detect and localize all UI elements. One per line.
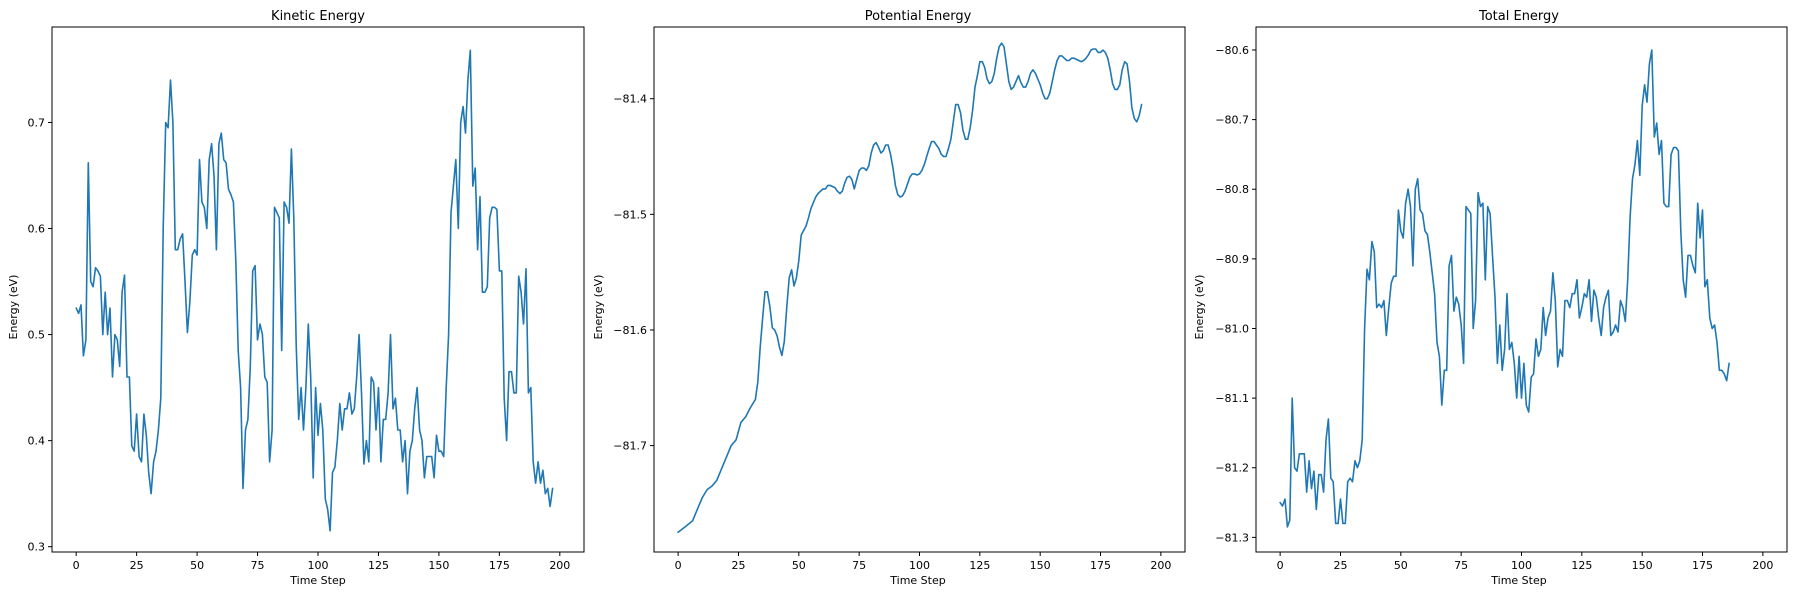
total-energy-panel: Total Energy Time Step Energy (eV) 0 25 50… [1193, 9, 1788, 587]
x-tick-label: 175 [489, 559, 510, 572]
x-tick-label: 100 [308, 559, 329, 572]
x-tick-label: 75 [251, 559, 265, 572]
y-tick-label: −81.7 [613, 440, 647, 453]
x-tick-label: 175 [1692, 559, 1713, 572]
x-tick-label: 150 [1030, 559, 1051, 572]
x-axis-label: Time Step [889, 574, 945, 587]
x-axis-label: Time Step [289, 574, 345, 587]
x-tick-label: 75 [852, 559, 866, 572]
y-tick-label: 0.3 [28, 541, 46, 554]
kinetic-energy-panel: Kinetic Energy Time Step Energy (eV) 0 25… [7, 9, 585, 587]
x-tick-label: 150 [1632, 559, 1653, 572]
x-tick-label: 0 [1277, 559, 1284, 572]
x-tick-label: 200 [1150, 559, 1171, 572]
x-tick-label: 25 [731, 559, 745, 572]
y-axis-label: Energy (eV) [7, 275, 20, 340]
series-line [75, 49, 554, 532]
plot-area: 0 25 50 75 100 125 150 175 200 −81.7 −81.6 −81.5 −81… [613, 26, 1186, 572]
plot-area: 0 25 50 75 100 125 150 175 200 0.3 0.4 0.5 0.6 0.7 [28, 26, 585, 572]
x-axis-label: Time Step [1490, 574, 1546, 587]
plot-area: 0 25 50 75 100 125 150 175 200 −81.3 −81.2 −81.1 −81… [1215, 26, 1788, 572]
x-tick-label: 125 [368, 559, 389, 572]
plot-title: Total Energy [1478, 9, 1559, 24]
y-tick-label: −81.5 [613, 208, 647, 221]
y-tick-label: 0.4 [28, 435, 46, 448]
y-tick-label: −81.6 [613, 324, 647, 337]
potential-energy-panel: Potential Energy Time Step Energy (eV) 0… [592, 9, 1186, 587]
x-tick-label: 25 [1333, 559, 1347, 572]
x-tick-label: 175 [1090, 559, 1111, 572]
plot-title: Potential Energy [865, 9, 972, 24]
x-tick-label: 150 [428, 559, 449, 572]
x-tick-label: 200 [549, 559, 570, 572]
x-tick-label: 50 [792, 559, 806, 572]
y-tick-label: −80.8 [1215, 183, 1249, 196]
series-line [1279, 49, 1730, 528]
x-tick-label: 100 [909, 559, 930, 572]
x-tick-label: 100 [1511, 559, 1532, 572]
y-tick-label: 0.7 [28, 116, 46, 129]
y-tick-label: −80.9 [1215, 253, 1249, 266]
y-tick-label: −81.2 [1215, 462, 1249, 475]
x-tick-label: 200 [1752, 559, 1773, 572]
y-tick-label: −81.0 [1215, 322, 1249, 335]
x-tick-label: 125 [1571, 559, 1592, 572]
y-tick-label: −81.3 [1215, 531, 1249, 544]
y-tick-label: 0.6 [28, 223, 46, 236]
x-tick-label: 25 [130, 559, 144, 572]
y-tick-label: −81.4 [613, 93, 647, 106]
x-tick-label: 50 [190, 559, 204, 572]
x-tick-label: 50 [1394, 559, 1408, 572]
y-tick-label: −80.7 [1215, 114, 1249, 127]
y-tick-label: −81.1 [1215, 392, 1249, 405]
x-tick-label: 0 [73, 559, 80, 572]
y-tick-label: −80.6 [1215, 44, 1249, 57]
series-line [677, 42, 1143, 534]
y-axis-label: Energy (eV) [592, 275, 605, 340]
x-tick-label: 0 [675, 559, 682, 572]
x-tick-label: 75 [1454, 559, 1468, 572]
x-tick-label: 125 [969, 559, 990, 572]
plot-title: Kinetic Energy [271, 9, 365, 24]
y-tick-label: 0.5 [28, 329, 46, 342]
y-axis-label: Energy (eV) [1193, 275, 1206, 340]
